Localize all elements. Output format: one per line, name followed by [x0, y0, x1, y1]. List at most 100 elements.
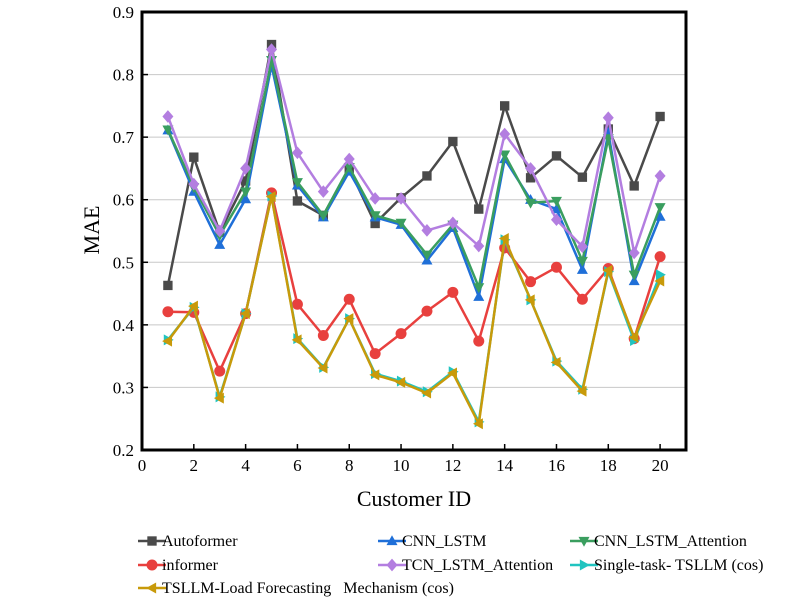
- data-point: [188, 300, 198, 312]
- data-point: [447, 286, 459, 298]
- axes: 0.2 0.3 0.4 0.5 0.6 0.7 0.8 0.9 0 2 4 6 8 10 12 14 16 18 2…: [113, 3, 688, 475]
- y-tick-label: 0.9: [113, 3, 134, 22]
- legend-label: CNN_LSTM_Attention: [594, 533, 747, 550]
- data-point: [317, 329, 329, 341]
- data-point: [369, 348, 381, 360]
- x-tick-label: 0: [138, 456, 147, 475]
- legend: Autoformer CNN_LSTM CNN_LSTM_Attentioninfo…: [138, 533, 763, 597]
- data-point: [550, 196, 562, 207]
- x-tick-label: 10: [393, 456, 410, 475]
- data-point: [654, 275, 665, 287]
- data-point: [473, 283, 485, 294]
- x-tick-label: 16: [548, 456, 565, 475]
- y-tick-label: 0.6: [113, 191, 134, 210]
- y-tick-label: 0.2: [113, 441, 134, 460]
- data-point: [239, 308, 250, 320]
- data-point: [628, 331, 639, 343]
- series-2: [162, 59, 666, 301]
- legend-label: Autoformer: [162, 533, 238, 550]
- legend-marker: [386, 558, 398, 572]
- y-tick-label: 0.3: [113, 378, 134, 397]
- data-point: [602, 264, 613, 276]
- legend-item: CNN_LSTM: [378, 533, 486, 550]
- data-point: [628, 246, 640, 260]
- x-tick-label: 4: [241, 456, 250, 475]
- series-line: [167, 191, 662, 373]
- series-7: [162, 191, 665, 430]
- data-point: [550, 356, 561, 368]
- legend-item: TSLLM-Load Forecasting Mechanism (cos): [138, 580, 454, 597]
- data-point: [162, 335, 173, 347]
- legend-marker: [579, 559, 590, 571]
- data-point: [343, 293, 355, 305]
- data-point: [370, 218, 380, 229]
- data-point: [576, 256, 588, 267]
- data-point: [472, 418, 483, 430]
- y-tick-label: 0.5: [113, 253, 134, 272]
- data-point: [525, 198, 537, 209]
- data-point: [602, 111, 614, 125]
- data-point: [448, 136, 458, 147]
- data-point: [550, 203, 562, 214]
- data-point: [654, 210, 666, 221]
- legend-item: Single-task- TSLLM (cos): [570, 557, 763, 574]
- x-tick-label: 18: [600, 456, 617, 475]
- legend-label: Single-task- TSLLM (cos): [594, 557, 763, 574]
- data-point: [499, 150, 511, 161]
- series-3: [162, 56, 666, 294]
- data-point: [422, 171, 432, 181]
- data-point: [317, 211, 329, 222]
- legend-item: Autoformer: [138, 533, 238, 550]
- y-tick-label: 0.4: [113, 316, 135, 335]
- y-tick-label: 0.8: [113, 66, 134, 85]
- data-point: [214, 224, 226, 238]
- data-point: [525, 276, 537, 288]
- legend-item: informer: [138, 557, 219, 574]
- data-point: [266, 43, 278, 56]
- series-line: [166, 48, 662, 255]
- data-point: [473, 239, 485, 253]
- data-point: [550, 213, 562, 227]
- data-point: [654, 203, 666, 213]
- legend-marker: [146, 559, 158, 571]
- data-point: [421, 250, 433, 261]
- series-4: [162, 187, 666, 377]
- data-point: [240, 176, 251, 186]
- data-point: [473, 335, 485, 347]
- data-point: [343, 152, 355, 166]
- data-point: [525, 162, 537, 175]
- data-point: [654, 169, 666, 183]
- legend-marker: [146, 582, 157, 594]
- y-tick-label: 0.7: [113, 128, 135, 147]
- x-tick-label: 2: [190, 456, 199, 475]
- legend-item: TCN_LSTM_Attention: [378, 557, 553, 574]
- data-point: [576, 385, 587, 397]
- data-point: [499, 127, 511, 141]
- data-point: [576, 293, 588, 305]
- data-point: [654, 251, 666, 263]
- series-group: [162, 39, 666, 430]
- legend-item: CNN_LSTM_Attention: [570, 533, 747, 550]
- data-point: [240, 162, 252, 175]
- legend-label: informer: [162, 557, 219, 574]
- x-tick-label: 14: [496, 456, 514, 475]
- series-1: [163, 39, 665, 291]
- data-point: [369, 211, 381, 222]
- data-point: [655, 269, 666, 281]
- data-point: [421, 387, 432, 399]
- data-point: [189, 152, 199, 162]
- data-point: [291, 146, 303, 160]
- data-point: [291, 178, 303, 188]
- series-line: [166, 63, 662, 298]
- data-point: [524, 294, 535, 306]
- data-point: [291, 298, 303, 310]
- data-point: [188, 177, 200, 191]
- data-point: [629, 181, 639, 191]
- data-point: [499, 101, 510, 111]
- series-5: [162, 43, 666, 260]
- data-point: [162, 110, 174, 123]
- data-point: [525, 173, 536, 183]
- data-point: [369, 369, 380, 381]
- legend-marker: [578, 536, 590, 547]
